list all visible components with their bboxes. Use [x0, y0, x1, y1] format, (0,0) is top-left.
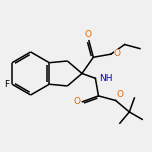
Text: O: O — [84, 30, 91, 39]
Text: O: O — [73, 97, 80, 106]
Text: O: O — [114, 49, 121, 58]
Text: F: F — [4, 80, 9, 89]
Text: O: O — [117, 90, 124, 99]
Text: NH: NH — [99, 74, 112, 83]
